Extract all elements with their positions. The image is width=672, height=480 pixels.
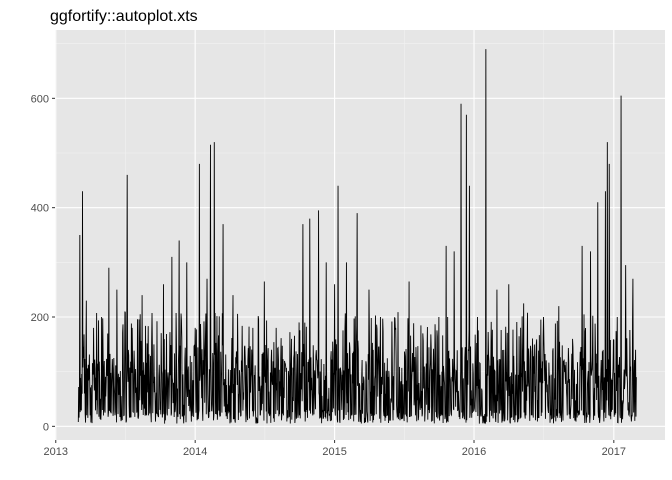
y-tick-label: 200 <box>31 312 49 324</box>
y-tick-label: 400 <box>31 203 49 215</box>
x-tick-label: 2017 <box>602 446 626 458</box>
x-tick-label: 2013 <box>44 446 68 458</box>
series-line <box>77 49 637 425</box>
x-tick-label: 2016 <box>462 446 486 458</box>
y-tick-label: 0 <box>43 421 49 433</box>
x-tick-label: 2014 <box>183 446 207 458</box>
y-tick-label: 600 <box>31 93 49 105</box>
major-grid <box>55 30 665 440</box>
chart-title: ggfortify::autoplot.xts <box>50 8 198 25</box>
x-axis: 2013 2014 2015 2016 2017 <box>44 440 626 458</box>
x-tick-label: 2015 <box>322 446 346 458</box>
y-axis: 0 200 400 600 <box>31 93 55 433</box>
